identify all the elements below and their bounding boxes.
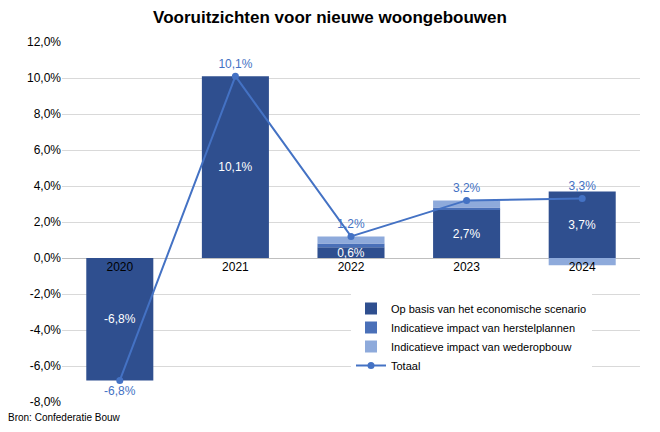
svg-text:10,1%: 10,1% [218, 160, 252, 174]
svg-text:8,0%: 8,0% [34, 107, 62, 121]
svg-text:2,0%: 2,0% [34, 215, 62, 229]
svg-text:3,3%: 3,3% [569, 179, 597, 193]
svg-text:Vooruitzichten voor nieuwe woo: Vooruitzichten voor nieuwe woongebouwen [153, 8, 507, 27]
svg-text:-8,0%: -8,0% [30, 395, 62, 409]
svg-text:3,2%: 3,2% [453, 181, 481, 195]
svg-text:1,2%: 1,2% [337, 217, 365, 231]
svg-text:Totaal: Totaal [391, 360, 420, 372]
svg-text:2020: 2020 [106, 260, 133, 274]
svg-text:Op basis van het economische s: Op basis van het economische scenario [391, 303, 586, 315]
svg-text:12,0%: 12,0% [27, 35, 61, 49]
svg-text:0,6%: 0,6% [337, 246, 365, 260]
svg-text:-6,0%: -6,0% [30, 359, 62, 373]
svg-text:-6,8%: -6,8% [104, 312, 136, 326]
svg-text:2022: 2022 [338, 260, 365, 274]
svg-text:Indicatieve impact van herstel: Indicatieve impact van herstelplannen [391, 322, 575, 334]
svg-text:2024: 2024 [569, 260, 596, 274]
svg-text:-4,0%: -4,0% [30, 323, 62, 337]
svg-text:-2,0%: -2,0% [30, 287, 62, 301]
svg-text:Bron: Confederatie Bouw: Bron: Confederatie Bouw [8, 412, 121, 423]
svg-text:2023: 2023 [453, 260, 480, 274]
svg-text:Indicatieve impact van wederop: Indicatieve impact van wederopbouw [391, 341, 571, 353]
svg-text:2,7%: 2,7% [453, 227, 481, 241]
svg-text:10,0%: 10,0% [27, 71, 61, 85]
svg-text:10,1%: 10,1% [218, 57, 252, 71]
svg-text:2021: 2021 [222, 260, 249, 274]
svg-text:3,7%: 3,7% [568, 218, 596, 232]
svg-text:4,0%: 4,0% [34, 179, 62, 193]
svg-text:0,0%: 0,0% [34, 251, 62, 265]
svg-text:6,0%: 6,0% [34, 143, 62, 157]
svg-text:-6,8%: -6,8% [104, 384, 136, 398]
